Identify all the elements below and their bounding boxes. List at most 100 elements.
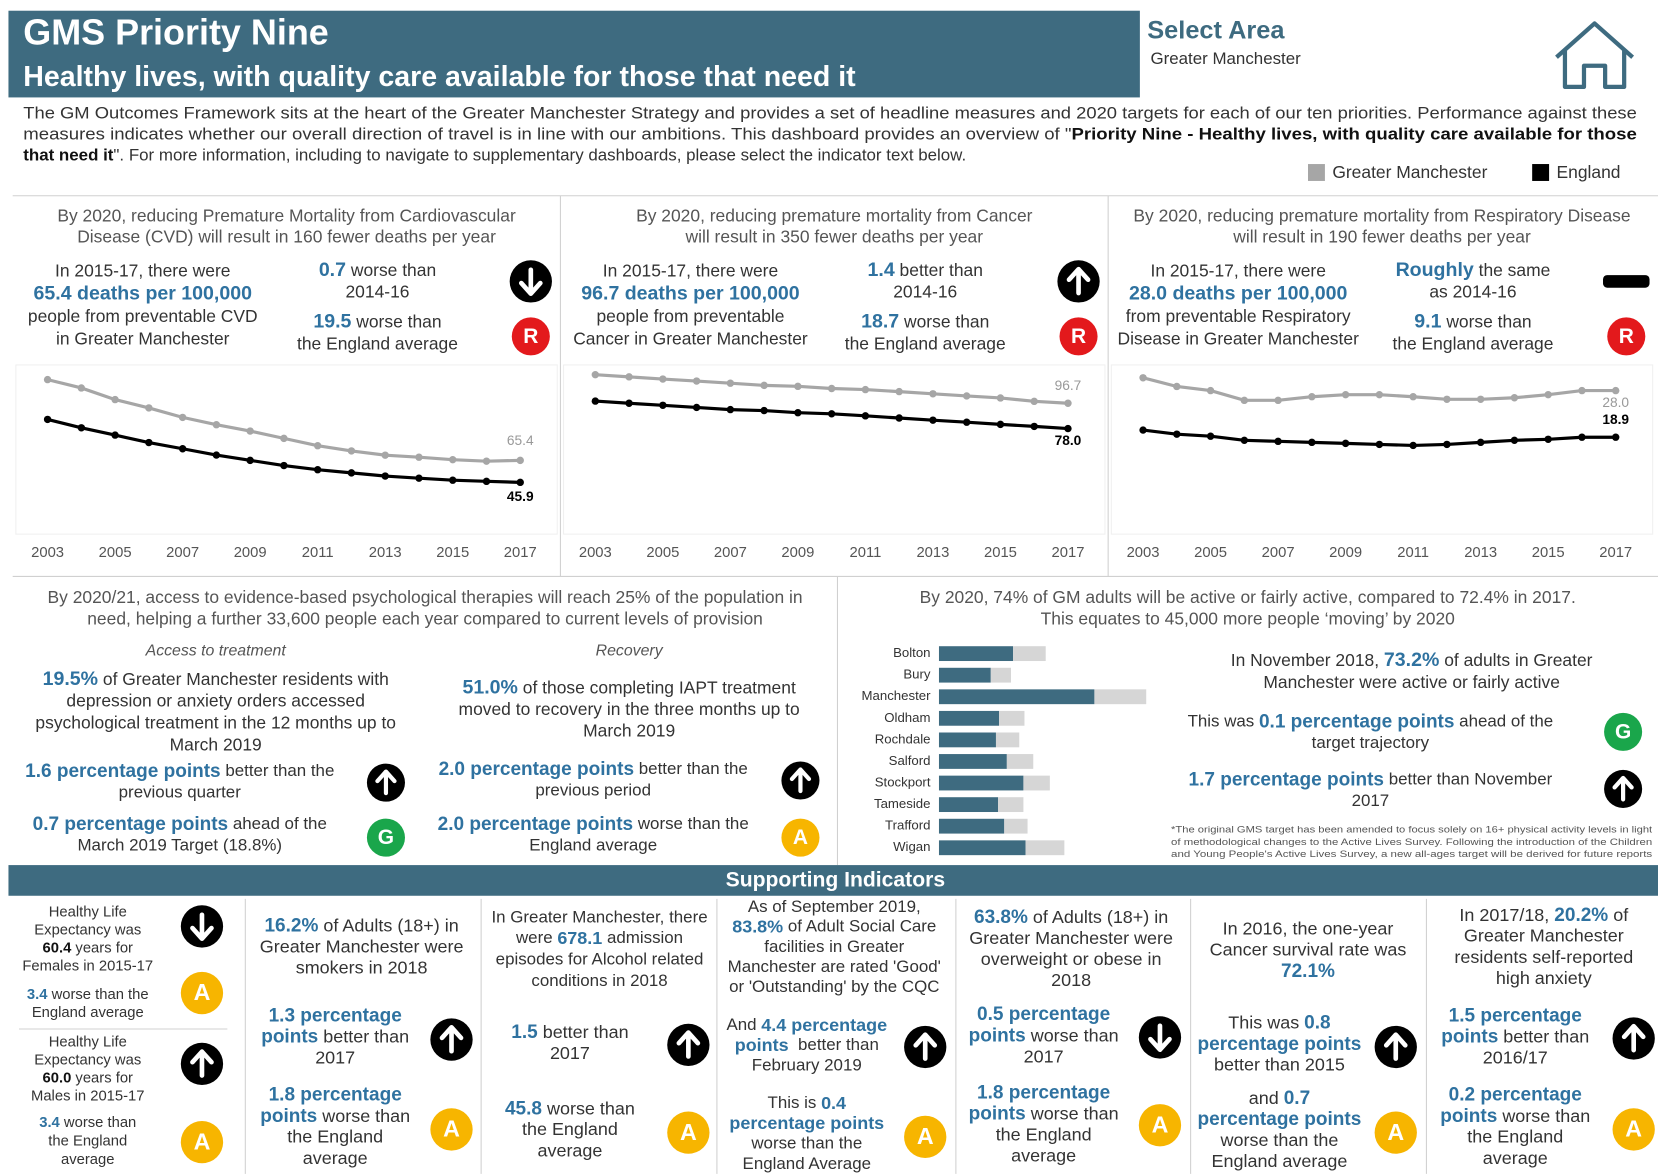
stat-text: 9.1 worse than xyxy=(1414,311,1531,333)
bar-segment xyxy=(1004,818,1028,834)
x-tick-label: 2009 xyxy=(1329,545,1362,561)
indicator-text: average xyxy=(1011,1146,1076,1166)
column-heading: Recovery xyxy=(596,643,664,660)
text-segment: better than xyxy=(1498,1026,1589,1046)
stat-text: Roughly the same xyxy=(1396,259,1551,281)
indicator-text: the England xyxy=(522,1119,618,1139)
data-point xyxy=(313,466,322,474)
data-point xyxy=(43,415,52,424)
stat-text: as 2014-16 xyxy=(1429,282,1516,302)
data-label: 28.0 xyxy=(1602,395,1629,410)
data-point xyxy=(1578,386,1586,395)
panel-text: Manchester were active or fairly active xyxy=(1263,672,1560,692)
trend-arrow xyxy=(1612,775,1634,802)
text-segment: worse than the xyxy=(47,987,148,1003)
text-segment: better than xyxy=(895,259,983,279)
indicator-text: points worse than xyxy=(969,1025,1119,1046)
indicator-text: 1.3 percentage xyxy=(269,1005,402,1026)
indicator-text: high anxiety xyxy=(1496,968,1592,988)
indicator-text: 3.4 worse than xyxy=(39,1115,136,1131)
bar-segment xyxy=(1013,646,1046,662)
text-segment: worse than xyxy=(1441,311,1531,331)
home-button[interactable] xyxy=(1555,21,1635,89)
panel-title: By 2020, reducing premature mortality fr… xyxy=(1133,206,1630,226)
data-point xyxy=(929,390,937,398)
text-segment: better than xyxy=(789,1035,879,1054)
rag-icon xyxy=(180,971,224,1015)
indicator-text: smokers in 2018 xyxy=(296,957,428,977)
indicator-text: As of September 2019, xyxy=(748,897,921,916)
bar-segment xyxy=(998,797,1024,813)
trend-arrow xyxy=(913,1032,938,1061)
text-segment: worse than xyxy=(1026,1103,1119,1123)
highlight-text: 678.1 xyxy=(557,928,602,948)
data-point xyxy=(77,424,86,432)
text-segment: In November 2018, xyxy=(1231,650,1384,670)
highlight-text: 0.7 percentage points xyxy=(33,814,229,835)
data-point xyxy=(1173,430,1181,438)
bar-segment xyxy=(938,797,999,813)
data-point xyxy=(1375,390,1384,399)
text-segment: This was xyxy=(1228,1012,1304,1032)
trend-arrow xyxy=(190,912,214,942)
stat-text: This was 0.1 percentage points ahead of … xyxy=(1188,711,1554,732)
text-segment: of xyxy=(1608,905,1629,925)
trend-arrow xyxy=(1148,1023,1172,1053)
data-point xyxy=(77,384,86,392)
data-point xyxy=(659,401,667,409)
highlight-text: 3.4 xyxy=(27,987,48,1003)
indicator-text: points worse than xyxy=(1440,1106,1590,1127)
panel-title: By 2020, reducing premature mortality fr… xyxy=(636,206,1033,226)
stat-text: the England average xyxy=(297,333,458,353)
data-point xyxy=(1139,374,1147,382)
panel-text: In 2015-17, there were xyxy=(1150,261,1325,281)
indicator-text: 1.8 percentage xyxy=(977,1083,1110,1104)
data-point xyxy=(482,477,491,486)
indicator-text: Greater Manchester were xyxy=(260,936,464,956)
panel-text: In 2015-17, there were xyxy=(603,261,778,281)
data-point xyxy=(1064,424,1072,433)
panel-text: 96.7 deaths per 100,000 xyxy=(581,283,800,305)
stat-text: 18.7 worse than xyxy=(861,311,989,333)
text-segment: In 2017/18, xyxy=(1459,905,1554,925)
indicator-text: 1.8 percentage xyxy=(269,1085,402,1106)
select-area-value[interactable]: Greater Manchester xyxy=(1150,49,1301,68)
text-segment: years for xyxy=(71,1071,133,1087)
text-segment: worse than xyxy=(1497,1106,1590,1126)
indicator-text: average xyxy=(537,1140,602,1160)
bold-text: 60.0 xyxy=(43,1071,72,1087)
data-point xyxy=(415,453,423,461)
legend-swatch xyxy=(1308,164,1325,181)
highlight-text: 65.4 deaths per 100,000 xyxy=(34,283,253,305)
data-point xyxy=(1030,397,1038,406)
indicator-text: points better than xyxy=(1441,1026,1589,1047)
highlight-text: 45.8 xyxy=(505,1098,542,1119)
bold-text: Priority Nine - Healthy lives, with qual… xyxy=(1072,125,1637,144)
bar-category-label: Manchester xyxy=(862,688,932,703)
intro-line: measures indicates whether our overall d… xyxy=(23,125,1637,144)
data-point xyxy=(692,377,701,385)
indicator-text: Greater Manchester xyxy=(1464,926,1624,946)
x-tick-label: 2007 xyxy=(1262,545,1295,561)
data-point xyxy=(827,384,836,393)
data-point xyxy=(178,445,187,453)
data-point xyxy=(145,438,153,447)
data-point xyxy=(1206,432,1215,440)
panel-text: moved to recovery in the three months up… xyxy=(459,699,800,719)
indicator-text: 45.8 worse than xyxy=(505,1098,635,1119)
rag-icon xyxy=(1059,317,1098,356)
bar-segment xyxy=(938,710,1000,726)
bar-segment xyxy=(938,754,1007,769)
panel-text: March 2019 xyxy=(583,720,675,740)
bar-category-label: Wigan xyxy=(893,839,930,854)
text-segment: and xyxy=(1249,1088,1284,1108)
stat-text: 1.7 percentage points better than Novemb… xyxy=(1189,770,1553,791)
indicator-text: the England xyxy=(1467,1127,1563,1147)
indicator-text: average xyxy=(303,1148,368,1168)
indicator-text: In 2016, the one-year xyxy=(1223,918,1394,938)
plot-area xyxy=(15,364,558,535)
data-label: 18.9 xyxy=(1602,412,1629,427)
data-point xyxy=(246,456,254,465)
text-segment: of Adults (18+) in xyxy=(1028,907,1168,927)
rag-letter: G xyxy=(1615,720,1631,743)
